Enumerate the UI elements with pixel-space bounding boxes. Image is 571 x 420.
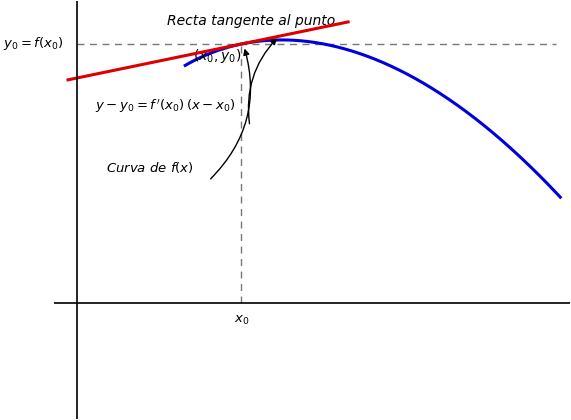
Text: Curva de $f(x)$: Curva de $f(x)$ bbox=[106, 160, 193, 175]
Text: $x_0$: $x_0$ bbox=[234, 314, 249, 328]
Text: Recta tangente al punto: Recta tangente al punto bbox=[167, 14, 336, 28]
Text: $y_0 = f(x_0)$: $y_0 = f(x_0)$ bbox=[3, 35, 63, 52]
Text: $(x_0 ,y_0 )$: $(x_0 ,y_0 )$ bbox=[193, 47, 242, 65]
Text: $y - y_0 = f\,^{\prime}(x_0)\,(x - x_0)$: $y - y_0 = f\,^{\prime}(x_0)\,(x - x_0)$ bbox=[95, 97, 236, 115]
